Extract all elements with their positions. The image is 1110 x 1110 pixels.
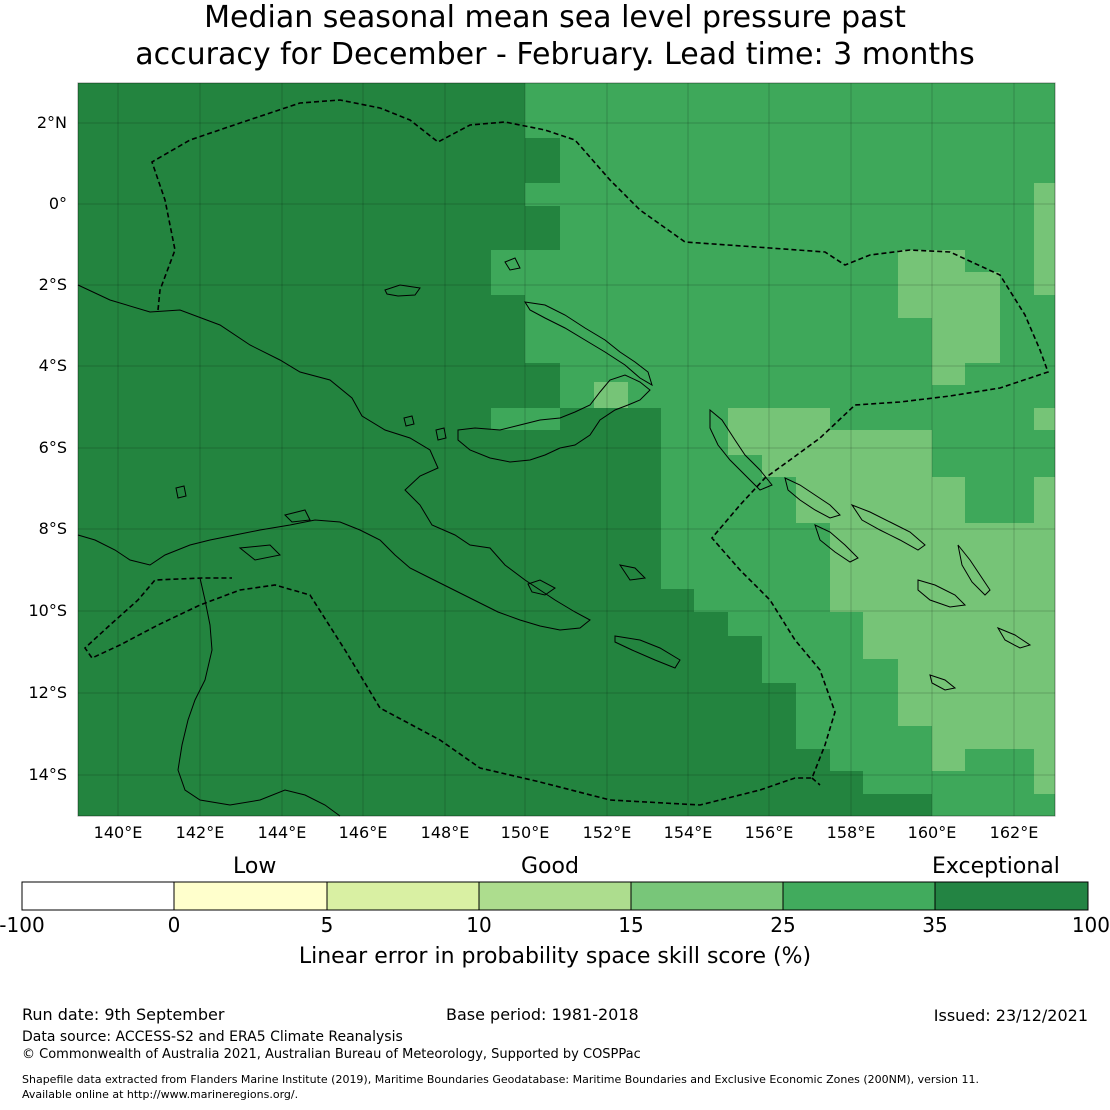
- lat-tick-label: 8°S: [38, 519, 67, 538]
- colorbar-title: Linear error in probability space skill …: [298, 944, 812, 969]
- lat-tick-label: 10°S: [28, 601, 67, 620]
- map-panel: [77, 82, 1056, 817]
- coastline-solomon-2: [850, 503, 926, 551]
- colorbar: [21, 881, 1089, 911]
- map-frame: [77, 82, 1056, 817]
- base-period: Base period: 1981-2018: [446, 1005, 639, 1024]
- colorbar-tick-label: -100: [0, 913, 45, 937]
- colorbar-swatch-5: [783, 882, 935, 910]
- run-date: Run date: 9th September: [22, 1005, 225, 1024]
- lat-tick-label: 4°S: [38, 356, 67, 375]
- chart-title-line-1: Median seasonal mean sea level pressure …: [204, 0, 906, 35]
- lon-tick-label: 140°E: [93, 823, 143, 842]
- coastline-new-guinea-north: [77, 284, 591, 631]
- map-gridlines: [78, 83, 1055, 816]
- lat-tick-label: 0°: [48, 194, 67, 213]
- lon-tick-label: 146°E: [338, 823, 388, 842]
- lat-tick-label: 2°S: [38, 275, 67, 294]
- lon-tick-label: 144°E: [257, 823, 307, 842]
- skill-region-15-25-east: [1034, 183, 1055, 295]
- colorbar-tick-label: 15: [618, 913, 644, 937]
- coastline-solomon-5: [957, 544, 991, 596]
- lon-tick-label: 158°E: [826, 823, 876, 842]
- colorbar-frame: [21, 881, 1089, 911]
- coastline-solomon-1: [784, 477, 841, 519]
- coastline-australia-cape-york: [177, 577, 341, 817]
- skill-region-15-25-south: [728, 408, 1055, 794]
- copyright-notice: © Commonwealth of Australia 2021, Austra…: [22, 1047, 641, 1062]
- colorbar-category-good: Good: [521, 854, 579, 879]
- data-source: Data source: ACCESS-S2 and ERA5 Climate …: [22, 1029, 403, 1045]
- lat-tick-label: 6°S: [38, 438, 67, 457]
- colorbar-swatch-1: [174, 882, 327, 910]
- coastlines: [77, 257, 1032, 817]
- skill-region-15-25-png: [594, 382, 628, 408]
- colorbar-swatch-2: [327, 882, 479, 910]
- shapefile-credit-line-1: Shapefile data extracted from Flanders M…: [22, 1073, 979, 1086]
- eez-boundary-png-north: [83, 99, 1050, 806]
- coastline-manus: [384, 284, 421, 297]
- colorbar-tick-label: 5: [320, 913, 334, 937]
- colorbar-swatch-0: [22, 882, 174, 910]
- coastline-bougainville: [709, 408, 773, 491]
- eez-boundaries: [83, 99, 1050, 806]
- coastline-louisiade: [614, 635, 681, 669]
- coastline-trobriand: [527, 579, 556, 596]
- colorbar-tick-label: 25: [770, 913, 796, 937]
- coastline-solomon-3: [814, 524, 859, 563]
- eez-boundary-solomon: [811, 777, 821, 786]
- coastline-islands-east: [929, 674, 957, 691]
- colorbar-tick-label: 0: [167, 913, 181, 937]
- colorbar-category-exceptional: Exceptional: [932, 854, 1060, 879]
- coastline-islands-misc: [175, 257, 647, 581]
- colorbar-swatch-6: [935, 882, 1088, 910]
- skill-region-15-25-small: [1034, 408, 1055, 430]
- coastline-new-britain: [457, 374, 651, 463]
- chart-title-line-2: accuracy for December - February. Lead t…: [135, 37, 975, 72]
- colorbar-tick-label: 35: [922, 913, 948, 937]
- lat-tick-label: 2°N: [36, 113, 67, 132]
- colorbar-swatch-3: [479, 882, 631, 910]
- colorbar-tick-label: 100: [1071, 913, 1110, 937]
- shapefile-credit-line-2: Available online at http://www.marinereg…: [22, 1088, 299, 1101]
- lon-tick-label: 148°E: [420, 823, 470, 842]
- issued-date: Issued: 23/12/2021: [933, 1006, 1088, 1025]
- lon-tick-label: 156°E: [744, 823, 794, 842]
- colorbar-tick-label: 10: [466, 913, 492, 937]
- lon-tick-label: 150°E: [500, 823, 550, 842]
- lon-tick-label: 154°E: [663, 823, 713, 842]
- lat-tick-label: 14°S: [28, 765, 67, 784]
- lat-tick-label: 12°S: [28, 683, 67, 702]
- lon-tick-label: 162°E: [989, 823, 1039, 842]
- skill-region-15-25-north: [898, 250, 1000, 385]
- lon-tick-label: 142°E: [175, 823, 225, 842]
- coastline-islands-rennell: [996, 626, 1032, 649]
- lon-tick-label: 152°E: [582, 823, 632, 842]
- colorbar-swatch-4: [631, 882, 783, 910]
- coastline-new-ireland: [524, 301, 653, 387]
- colorbar-category-low: Low: [233, 854, 277, 879]
- coastline-solomon-4: [917, 579, 967, 608]
- lon-tick-label: 160°E: [907, 823, 957, 842]
